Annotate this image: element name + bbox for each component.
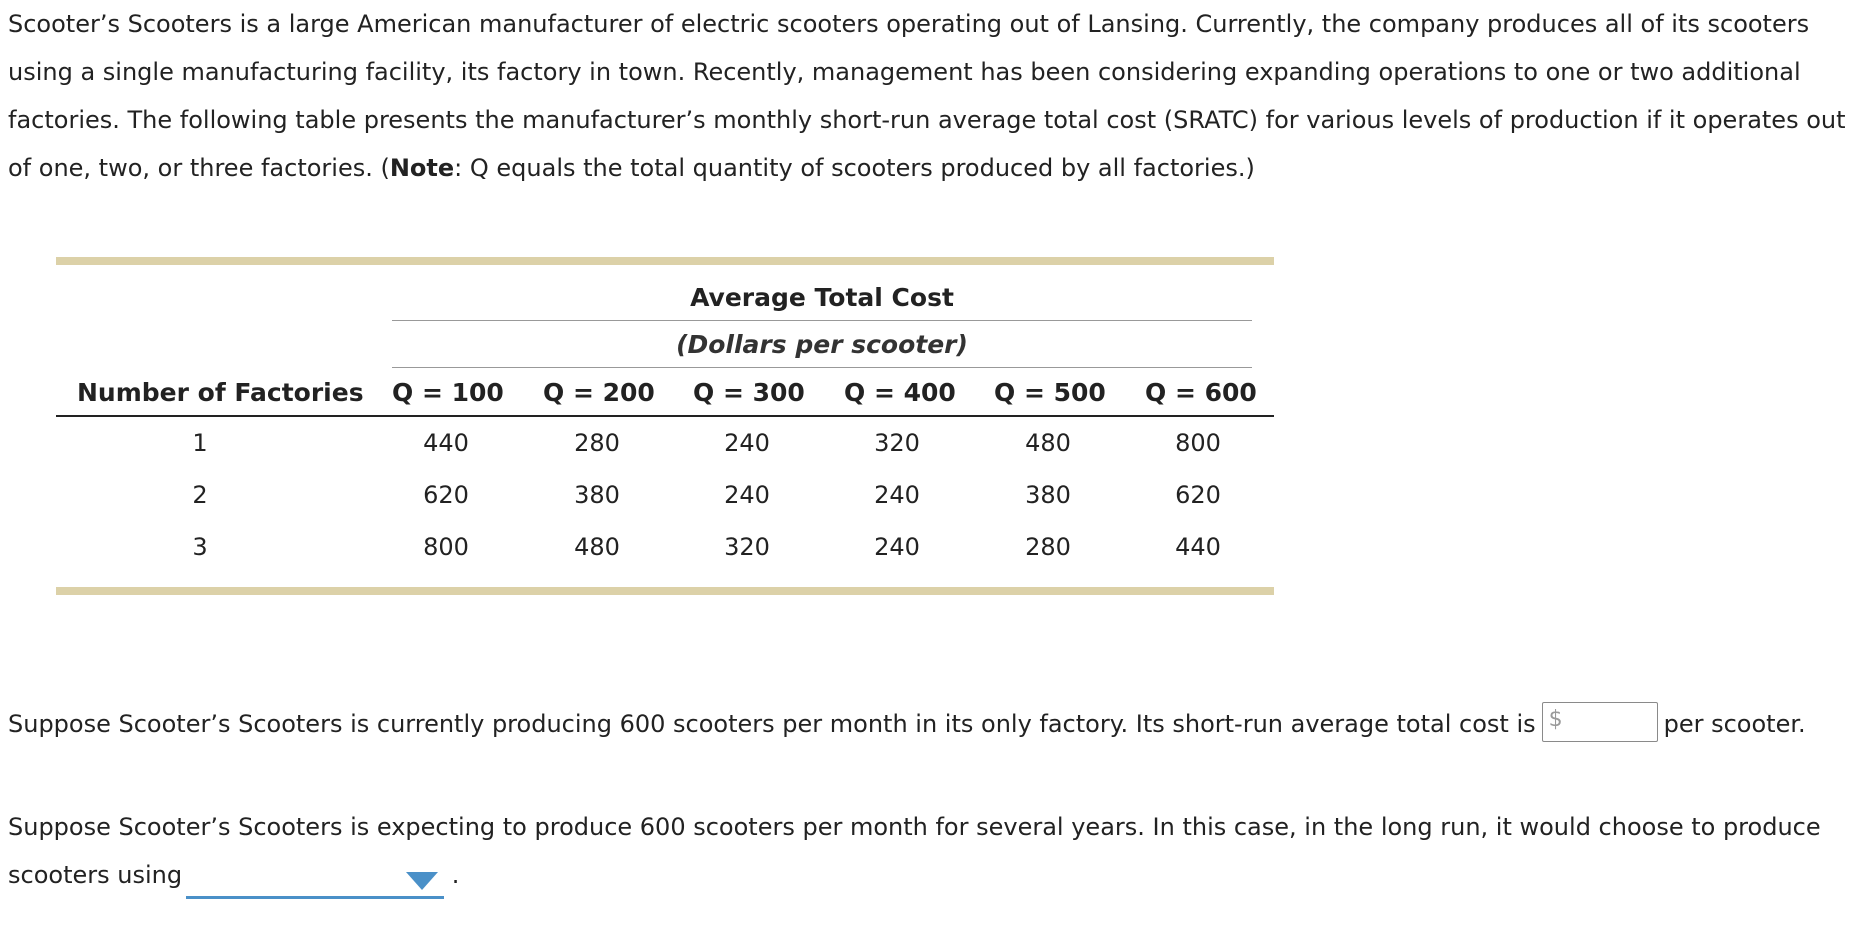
table-cell: 800	[423, 533, 469, 561]
table-cell: 440	[423, 429, 469, 457]
table-cell: 240	[874, 481, 920, 509]
factory-count: 2	[192, 481, 208, 509]
table-bottom-band	[56, 587, 1274, 595]
table-cell: 800	[1175, 429, 1221, 457]
header-rule	[56, 415, 1274, 417]
factory-choice-dropdown[interactable]	[186, 862, 445, 899]
table-cell: 320	[874, 429, 920, 457]
factory-count: 1	[192, 429, 208, 457]
question-1: Suppose Scooter’s Scooters is currently …	[8, 702, 1806, 745]
answer-input[interactable]: $	[1541, 702, 1658, 742]
question-1-suffix: per scooter.	[1663, 710, 1806, 738]
title-rule	[392, 320, 1252, 321]
column-header: Q = 200	[543, 378, 655, 407]
intro-text-end: : Q equals the total quantity of scooter…	[454, 154, 1255, 182]
table-cell: 480	[574, 533, 620, 561]
question-1-text: Suppose Scooter’s Scooters is currently …	[8, 710, 1536, 738]
table-cell: 280	[1025, 533, 1071, 561]
table-cell: 320	[724, 533, 770, 561]
table-cell: 620	[1175, 481, 1221, 509]
dollar-sign-icon: $	[1548, 707, 1563, 732]
table-cell: 620	[423, 481, 469, 509]
intro-text: Scooter’s Scooters is a large American m…	[8, 10, 1846, 182]
column-header: Q = 400	[844, 378, 956, 407]
chevron-down-icon[interactable]	[406, 872, 439, 890]
factory-count: 3	[192, 533, 208, 561]
table-cell: 440	[1175, 533, 1221, 561]
cost-table: Average Total Cost (Dollars per scooter)…	[56, 257, 1274, 595]
column-header: Q = 500	[994, 378, 1106, 407]
question-2: Suppose Scooter’s Scooters is expecting …	[8, 803, 1858, 899]
table-subtitle: (Dollars per scooter)	[676, 330, 968, 359]
table-cell: 240	[874, 533, 920, 561]
table-cell: 480	[1025, 429, 1071, 457]
table-top-band	[56, 257, 1274, 265]
intro-paragraph: Scooter’s Scooters is a large American m…	[8, 0, 1858, 192]
column-header: Q = 600	[1145, 378, 1257, 407]
note-label: Note	[389, 154, 455, 182]
table-cell: 240	[724, 481, 770, 509]
row-header: Number of Factories	[77, 378, 364, 407]
subtitle-rule	[392, 367, 1252, 368]
table-cell: 380	[574, 481, 620, 509]
question-2-suffix: .	[451, 861, 460, 889]
question-2-text: Suppose Scooter’s Scooters is expecting …	[8, 813, 1821, 889]
table-cell: 240	[724, 429, 770, 457]
table-cell: 280	[574, 429, 620, 457]
column-header: Q = 100	[392, 378, 504, 407]
table-cell: 380	[1025, 481, 1071, 509]
column-header: Q = 300	[693, 378, 805, 407]
table-title: Average Total Cost	[690, 283, 954, 312]
